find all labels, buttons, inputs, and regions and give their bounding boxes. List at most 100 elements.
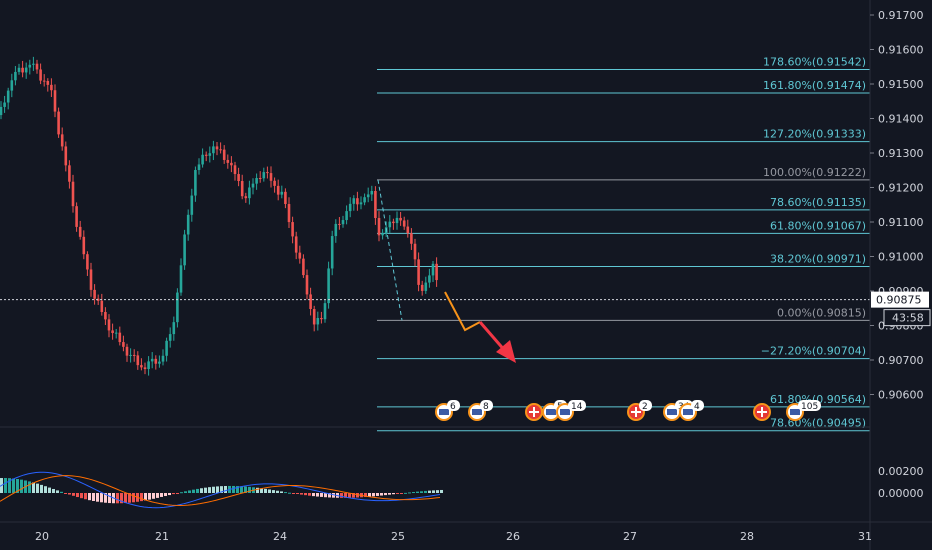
macd-histogram-bar [48, 487, 51, 493]
macd-histogram-bar [372, 493, 375, 497]
candle-body [212, 146, 215, 154]
candle-body [374, 190, 377, 219]
event-count: 6 [450, 402, 456, 412]
candle-body [341, 220, 345, 225]
macd-histogram-bar [84, 493, 87, 500]
macd-histogram-bar [108, 493, 111, 504]
macd-histogram-bar [368, 493, 371, 497]
price-tick-label: 0.91500 [878, 78, 924, 91]
fibonacci-extension[interactable]: 178.60%(0.91542) 161.80%(0.91474) 127.20%(… [377, 56, 870, 432]
candle-body [114, 332, 118, 334]
event-count-badge [639, 400, 652, 411]
candle-body [266, 172, 269, 174]
macd-histogram-bar [324, 493, 327, 498]
macd-histogram-bar [208, 487, 211, 493]
candle-body [287, 204, 291, 223]
macd-pane [0, 471, 443, 509]
macd-histogram-bar [420, 491, 423, 493]
projection-drawing[interactable] [0, 179, 870, 363]
macd-histogram-bar [92, 493, 95, 501]
macd-histogram-bar [120, 493, 123, 504]
candle-body [244, 196, 248, 199]
macd-histogram-bar [268, 489, 271, 493]
candle-body [3, 102, 6, 107]
candle-body [86, 254, 89, 270]
macd-histogram-bar [224, 485, 227, 493]
macd-histogram-bar [300, 493, 303, 495]
candle-body [402, 220, 406, 227]
macd-histogram-bar [304, 493, 307, 496]
candle-body [276, 185, 280, 195]
candle-body [89, 269, 93, 290]
candle-body [366, 194, 370, 198]
candle-body [233, 165, 237, 175]
fib-level-label: −27.20%(0.90704) [761, 345, 866, 358]
candle-body [348, 203, 352, 212]
fib-level-label: 100.00%(0.91222) [763, 166, 866, 179]
macd-histogram-bar [96, 493, 99, 502]
candle-body [118, 332, 122, 343]
macd-histogram-bar [308, 493, 311, 496]
macd-histogram-bar [376, 493, 379, 496]
economic-events[interactable]: 685142344105 [435, 400, 821, 421]
candle-body [21, 67, 24, 73]
flag-stripes-icon [683, 409, 693, 415]
candle-body [226, 159, 230, 163]
macd-histogram-bar [44, 486, 47, 493]
macd-histogram-bar [232, 485, 235, 493]
macd-histogram-bar [12, 478, 15, 493]
candle-body [323, 303, 327, 320]
flag-stripes-icon [790, 409, 800, 415]
macd-histogram-bar [4, 477, 7, 493]
candle-body [197, 164, 201, 170]
macd-histogram-bar [140, 493, 143, 502]
candle-body [147, 361, 150, 370]
macd-histogram-bar [272, 490, 275, 493]
candle-body [255, 178, 258, 184]
candle-body [284, 191, 287, 205]
candle-body [39, 69, 42, 81]
candle-body [17, 67, 21, 72]
fib-level-label: 38.20%(0.90971) [770, 253, 866, 266]
macd-histogram-bar [16, 478, 19, 493]
macd-histogram-bar [412, 492, 415, 494]
macd-tick-label: 0.00000 [878, 487, 924, 500]
macd-histogram-bar [156, 493, 159, 498]
candle-body [410, 233, 413, 244]
price-tick-label: 0.90700 [878, 354, 924, 367]
candle-body [294, 236, 298, 253]
candle-body [269, 173, 273, 181]
macd-histogram-bar [316, 493, 319, 497]
candle-body [240, 181, 244, 197]
time-tick-label: 21 [155, 530, 169, 543]
macd-histogram-bar [348, 493, 351, 498]
candle-body [208, 153, 212, 156]
macd-histogram-bar [276, 490, 279, 493]
macd-histogram-bar [432, 490, 435, 493]
fib-level-label: 78.60%(0.90495) [770, 417, 866, 430]
macd-histogram-bar [400, 493, 403, 494]
candle-body [161, 355, 165, 362]
countdown-label: 43:58 [892, 312, 924, 325]
macd-histogram-bar [76, 493, 79, 498]
candle-body [100, 300, 104, 312]
candle-body [64, 146, 68, 166]
event-count-badge [447, 400, 460, 411]
fib-level-label: 161.80%(0.91474) [763, 79, 866, 92]
macd-histogram-bar [388, 493, 391, 495]
candle-body [78, 226, 82, 237]
cross-icon [757, 411, 767, 413]
macd-histogram-bar [296, 493, 299, 494]
fib-level-label: 61.80%(0.91067) [770, 219, 866, 232]
time-tick-label: 25 [391, 530, 405, 543]
macd-histogram-bar [292, 493, 295, 494]
event-count-badge [568, 400, 586, 411]
macd-histogram-bar [72, 493, 75, 496]
candlesticks [0, 56, 438, 376]
macd-histogram-bar [416, 491, 419, 493]
macd-histogram-bar [164, 493, 167, 497]
macd-histogram-bar [436, 490, 439, 493]
macd-histogram-bar [8, 478, 11, 493]
